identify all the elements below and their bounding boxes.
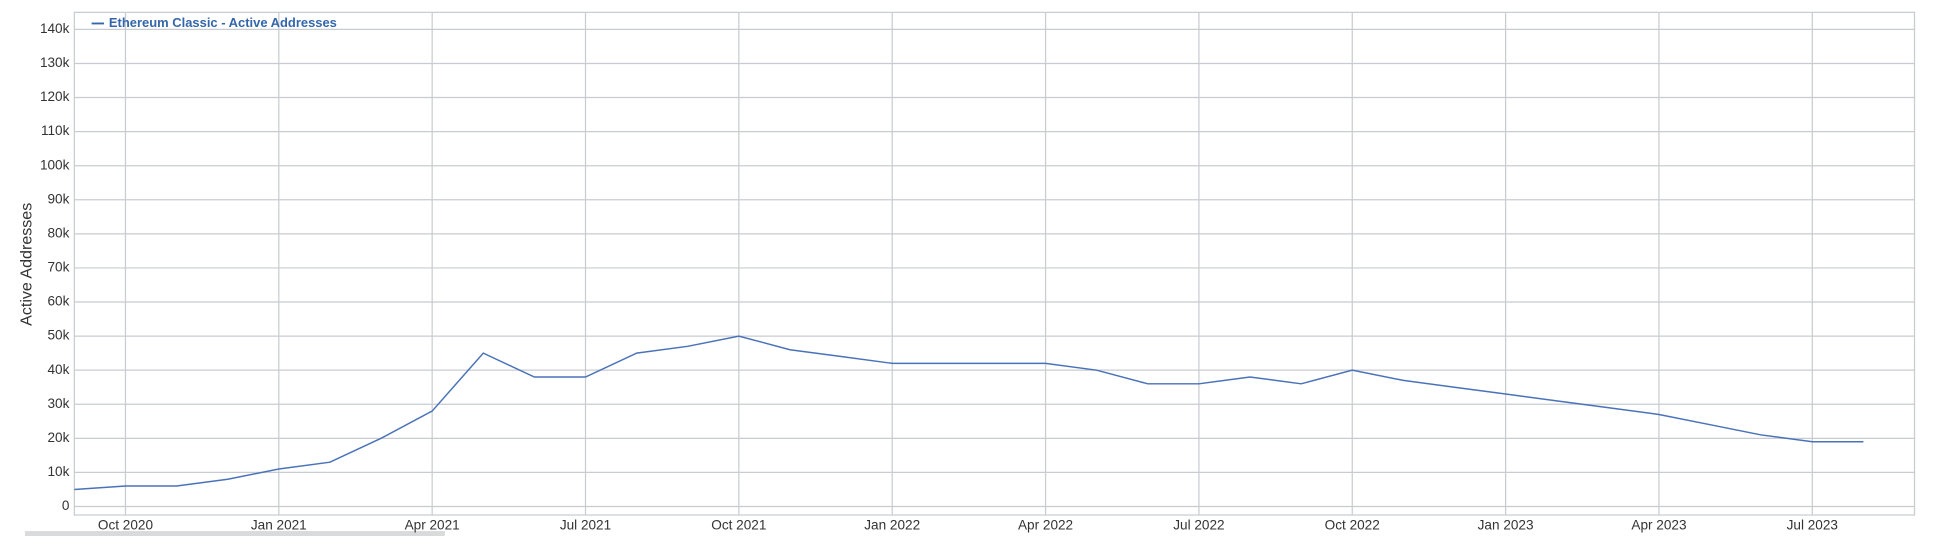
y-tick-label: 80k: [47, 225, 69, 240]
x-tick-label: Jan 2023: [1478, 518, 1534, 533]
y-axis-title: Active Addresses: [18, 203, 36, 326]
x-tick-label: Apr 2022: [1018, 518, 1073, 533]
marks: [74, 335, 1864, 491]
y-tick-label: 20k: [47, 430, 69, 445]
y-tick-label: 100k: [40, 157, 70, 172]
y-tick-label: 50k: [47, 328, 69, 343]
y-tick-label: 120k: [40, 89, 70, 104]
x-tick-label: Jul 2021: [560, 518, 611, 533]
x-tick-label: Jul 2023: [1787, 518, 1838, 533]
x-tick-label: Jan 2021: [251, 518, 307, 533]
y-tick-label: 70k: [47, 260, 69, 275]
y-tick-label: 0: [62, 498, 70, 513]
legend-label: Ethereum Classic - Active Addresses: [109, 15, 337, 30]
y-tick-label: 30k: [47, 396, 69, 411]
x-tick-label: Apr 2023: [1631, 518, 1686, 533]
y-tick-label: 40k: [47, 362, 69, 377]
x-tick-label: Oct 2022: [1325, 518, 1380, 533]
y-tick-label: 140k: [40, 21, 70, 36]
y-tick-label: 90k: [47, 191, 69, 206]
y-tick-label: 130k: [40, 55, 70, 70]
x-tick-label: Jan 2022: [864, 518, 920, 533]
series-line: [74, 335, 1864, 491]
plot-frame: [73, 11, 1916, 516]
y-tick-label: 10k: [47, 464, 69, 479]
y-tick-label: 60k: [47, 294, 69, 309]
x-tick-label: Jul 2022: [1173, 518, 1224, 533]
y-tick-label: 110k: [41, 123, 70, 138]
grid: [74, 12, 1915, 516]
x-tick-label: Oct 2020: [98, 518, 154, 533]
x-tick-label: Apr 2021: [405, 518, 460, 533]
x-tick-label: Oct 2021: [711, 518, 766, 533]
scrollbar: [24, 531, 445, 536]
